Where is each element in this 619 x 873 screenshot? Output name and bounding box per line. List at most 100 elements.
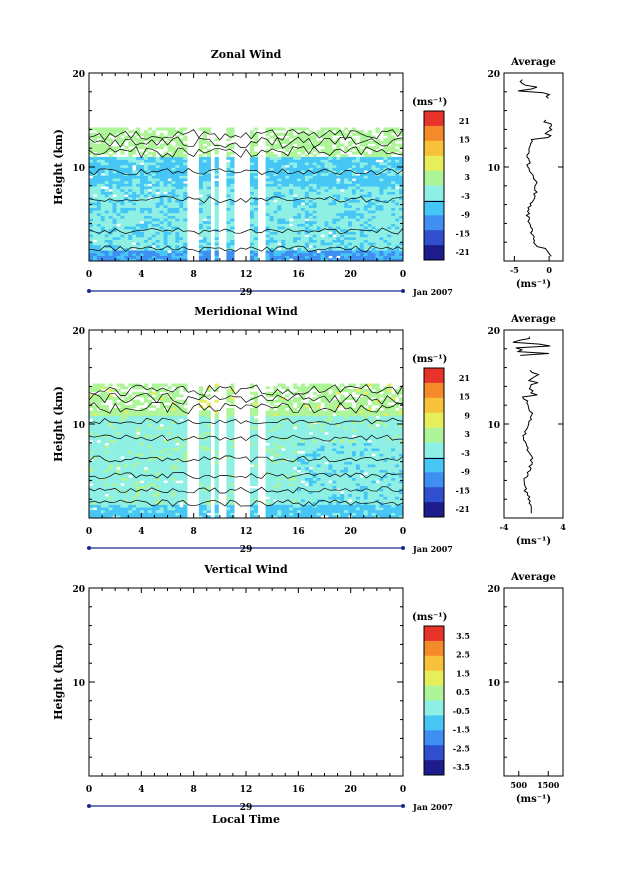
heatmap-cell bbox=[92, 156, 98, 160]
heatmap-cell bbox=[359, 250, 365, 254]
heatmap-cell bbox=[100, 515, 105, 519]
heatmap-cell bbox=[304, 135, 310, 139]
heatmap-cell bbox=[124, 469, 129, 473]
heatmap-cell bbox=[167, 138, 172, 142]
heatmap-cell bbox=[92, 413, 98, 417]
heatmap-cell bbox=[116, 429, 121, 433]
heatmap-cell bbox=[124, 218, 129, 222]
heatmap-cell bbox=[320, 218, 325, 222]
heatmap-cell bbox=[116, 426, 121, 430]
heatmap-cell bbox=[89, 469, 94, 473]
heatmap-cell bbox=[159, 397, 164, 401]
heatmap-cell bbox=[253, 464, 259, 468]
heatmap-cell bbox=[391, 143, 396, 147]
heatmap-cell bbox=[116, 491, 121, 495]
heatmap-cell bbox=[348, 180, 353, 184]
heatmap-cell bbox=[202, 164, 208, 168]
heatmap-cell bbox=[206, 159, 211, 163]
heatmap-cell bbox=[269, 515, 274, 519]
heatmap-cell bbox=[340, 186, 345, 190]
heatmap-cell bbox=[96, 236, 102, 240]
heatmap-cell bbox=[332, 199, 337, 203]
heatmap-cell bbox=[143, 191, 149, 195]
heatmap-cell bbox=[155, 178, 160, 182]
heatmap-cell bbox=[124, 418, 129, 422]
heatmap-cell bbox=[104, 215, 109, 219]
heatmap-cell bbox=[277, 202, 282, 206]
heatmap-cell bbox=[277, 466, 282, 470]
heatmap-cell bbox=[230, 386, 235, 390]
heatmap-cell bbox=[328, 202, 333, 206]
heatmap-cell bbox=[147, 135, 153, 139]
heatmap-cell bbox=[116, 402, 121, 406]
heatmap-cell bbox=[363, 162, 368, 166]
heatmap-cell bbox=[143, 421, 149, 425]
heatmap-cell bbox=[391, 175, 396, 179]
heatmap-cell bbox=[136, 252, 141, 256]
heatmap-cell bbox=[155, 138, 160, 142]
heatmap-cell bbox=[112, 146, 117, 150]
heatmap-cell bbox=[206, 480, 211, 484]
heatmap-cell bbox=[312, 234, 317, 238]
heatmap-cell bbox=[281, 456, 286, 460]
heatmap-cell bbox=[304, 196, 310, 200]
heatmap-cell bbox=[175, 440, 180, 444]
heatmap-cell bbox=[269, 212, 274, 216]
heatmap-cell bbox=[300, 143, 306, 147]
heatmap-cell bbox=[163, 143, 168, 147]
heatmap-cell bbox=[124, 410, 129, 414]
heatmap-cell bbox=[136, 437, 141, 441]
heatmap-cell bbox=[147, 226, 153, 230]
heatmap-cell bbox=[108, 493, 113, 497]
heatmap-cell bbox=[167, 477, 172, 481]
heatmap-cell bbox=[206, 231, 211, 235]
heatmap-cell bbox=[120, 186, 125, 190]
heatmap-cell bbox=[128, 242, 133, 246]
heatmap-cell bbox=[226, 394, 231, 398]
heatmap-cell bbox=[399, 180, 404, 184]
heatmap-cell bbox=[348, 172, 353, 176]
heatmap-cell bbox=[375, 202, 380, 206]
heatmap-cell bbox=[391, 183, 396, 187]
heatmap-cell bbox=[140, 199, 145, 203]
heatmap-cell bbox=[171, 172, 176, 176]
heatmap-cell bbox=[249, 247, 255, 251]
heatmap-cell bbox=[175, 212, 180, 216]
heatmap-cell bbox=[273, 477, 278, 481]
heatmap-cell bbox=[171, 188, 176, 192]
heatmap-cell bbox=[277, 191, 282, 195]
heatmap-cell bbox=[202, 493, 208, 497]
heatmap-cell bbox=[371, 151, 376, 155]
heatmap-cell bbox=[116, 242, 121, 246]
heatmap-cell bbox=[104, 151, 109, 155]
heatmap-cell bbox=[320, 178, 325, 182]
heatmap-cell bbox=[293, 172, 298, 176]
heatmap-cell bbox=[308, 204, 314, 208]
heatmap-cell bbox=[136, 429, 141, 433]
heatmap-cell bbox=[120, 231, 125, 235]
heatmap-cell bbox=[104, 212, 109, 216]
heatmap-cell bbox=[269, 496, 274, 500]
heatmap-cell bbox=[175, 143, 180, 147]
heatmap-cell bbox=[183, 202, 188, 206]
heatmap-cell bbox=[202, 507, 208, 511]
heatmap-cell bbox=[100, 466, 105, 470]
heatmap-cell bbox=[387, 170, 392, 174]
heatmap-cell bbox=[312, 175, 317, 179]
heatmap-cell bbox=[198, 485, 204, 489]
heatmap-cell bbox=[230, 239, 235, 243]
heatmap-cell bbox=[116, 210, 121, 214]
heatmap-cell bbox=[159, 440, 164, 444]
heatmap-cell bbox=[399, 143, 404, 147]
heatmap-cell bbox=[285, 188, 290, 192]
heatmap-cell bbox=[143, 250, 149, 254]
heatmap-cell bbox=[281, 132, 286, 136]
heatmap-cell bbox=[116, 496, 121, 500]
heatmap-cell bbox=[92, 162, 98, 166]
heatmap-cell bbox=[324, 180, 329, 184]
heatmap-cell bbox=[214, 434, 219, 438]
heatmap-cell bbox=[269, 413, 274, 417]
heatmap-cell bbox=[359, 210, 365, 214]
heatmap-cell bbox=[340, 236, 345, 240]
heatmap-cell bbox=[179, 413, 184, 417]
